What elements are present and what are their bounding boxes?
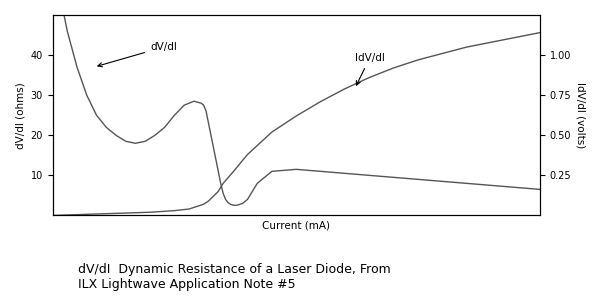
Text: dV/dI: dV/dI <box>98 42 177 67</box>
X-axis label: Current (mA): Current (mA) <box>262 221 330 231</box>
Text: dV/dI  Dynamic Resistance of a Laser Diode, From
ILX Lightwave Application Note : dV/dI Dynamic Resistance of a Laser Diod… <box>78 263 391 291</box>
Y-axis label: IdV/dI (volts): IdV/dI (volts) <box>575 82 585 148</box>
Text: IdV/dI: IdV/dI <box>355 53 385 85</box>
Y-axis label: dV/dI (ohms): dV/dI (ohms) <box>15 82 25 148</box>
